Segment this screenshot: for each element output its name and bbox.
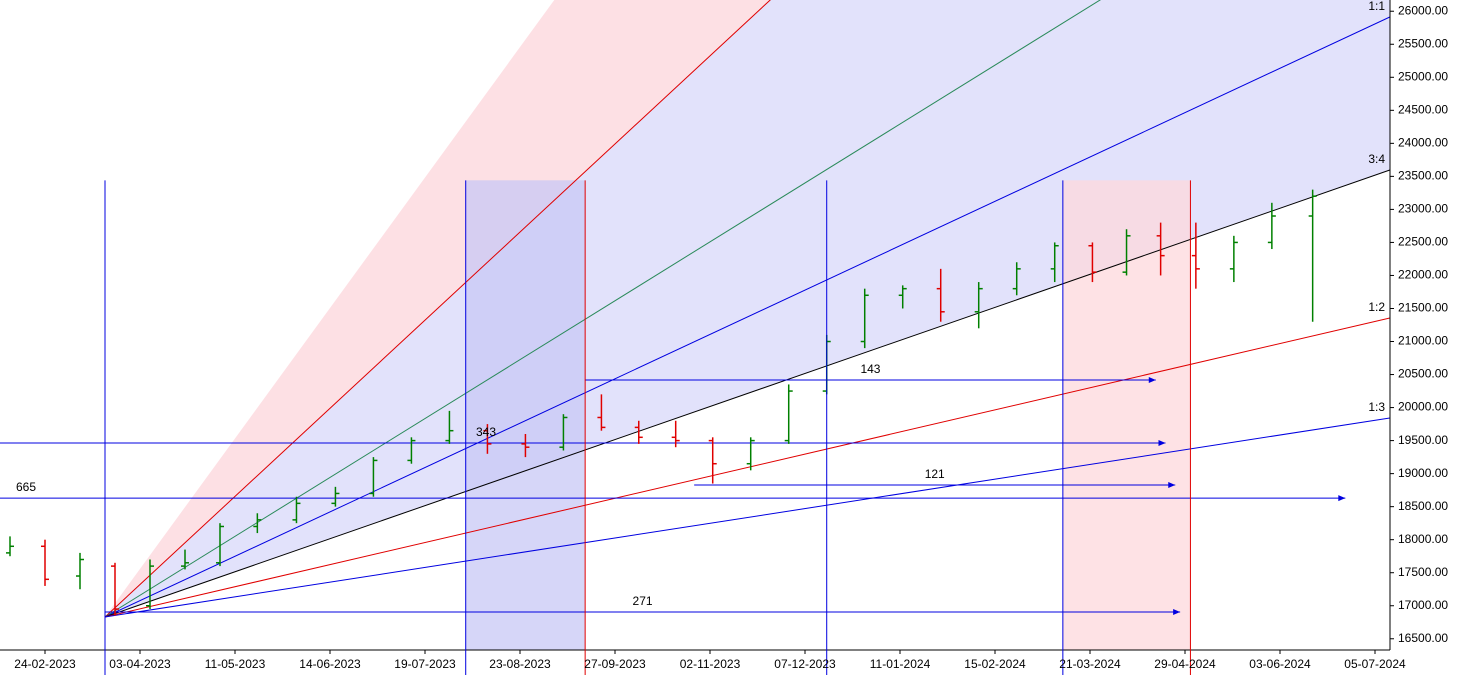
fan-line [104, 16, 1390, 618]
y-tick-label: 25500.00 [1398, 36, 1448, 50]
arrow-head [1148, 377, 1156, 384]
y-tick-label: 18000.00 [1398, 532, 1448, 546]
y-tick-label: 24000.00 [1398, 136, 1448, 150]
x-tick-label: 07-12-2023 [774, 657, 836, 671]
y-tick-label: 20000.00 [1398, 400, 1448, 414]
fan-label: 1:3 [1368, 400, 1385, 414]
x-tick-label: 27-09-2023 [584, 657, 646, 671]
x-tick-label: 02-11-2023 [680, 657, 741, 671]
y-tick-label: 19500.00 [1398, 433, 1448, 447]
x-tick-label: 14-06-2023 [299, 657, 361, 671]
y-tick-label: 26000.00 [1398, 3, 1448, 17]
x-tick-label: 11-05-2023 [205, 657, 266, 671]
x-tick-label: 11-01-2024 [870, 657, 931, 671]
arrow-head [1338, 495, 1346, 502]
arrow-label: 665 [16, 480, 36, 494]
arrow-label: 121 [925, 467, 945, 481]
arrow-head [1158, 440, 1166, 447]
x-tick-label: 21-03-2024 [1059, 657, 1121, 671]
y-tick-label: 19000.00 [1398, 466, 1448, 480]
y-tick-label: 18500.00 [1398, 499, 1448, 513]
arrow-head [1173, 609, 1181, 616]
y-tick-label: 17500.00 [1398, 565, 1448, 579]
arrow-label: 271 [633, 594, 653, 608]
fan-line [104, 0, 1102, 618]
fan-label: 1:1 [1368, 0, 1385, 13]
x-tick-label: 29-04-2024 [1154, 657, 1216, 671]
fan-label: 1:2 [1368, 300, 1385, 314]
x-tick-label: 05-07-2024 [1344, 657, 1406, 671]
y-tick-label: 20500.00 [1398, 367, 1448, 381]
x-tick-label: 03-06-2024 [1249, 657, 1311, 671]
x-tick-label: 23-08-2023 [489, 657, 551, 671]
x-tick-label: 24-02-2023 [14, 657, 76, 671]
fan-line [104, 169, 1390, 618]
arrow-head [1168, 482, 1176, 489]
y-tick-label: 25000.00 [1398, 69, 1448, 83]
y-tick-label: 22500.00 [1398, 235, 1448, 249]
time-zone [465, 180, 586, 650]
plot-area [0, 0, 1390, 650]
y-tick-label: 16500.00 [1398, 631, 1448, 645]
y-tick-label: 21500.00 [1398, 301, 1448, 315]
y-tick-label: 17000.00 [1398, 598, 1448, 612]
y-tick-label: 22000.00 [1398, 268, 1448, 282]
fan-shade [105, 0, 1390, 617]
x-tick-label: 15-02-2024 [964, 657, 1026, 671]
x-tick-label: 03-04-2023 [109, 657, 171, 671]
x-tick-label: 19-07-2023 [394, 657, 456, 671]
y-tick-label: 23500.00 [1398, 169, 1448, 183]
fan-line [104, 0, 771, 618]
y-tick-label: 21000.00 [1398, 334, 1448, 348]
fan-line [104, 317, 1390, 618]
fan-label: 3:4 [1368, 152, 1385, 166]
y-tick-label: 24500.00 [1398, 102, 1448, 116]
arrow-label: 343 [476, 425, 496, 439]
fan-line [104, 417, 1390, 618]
arrow-label: 143 [860, 362, 880, 376]
y-tick-label: 23000.00 [1398, 202, 1448, 216]
